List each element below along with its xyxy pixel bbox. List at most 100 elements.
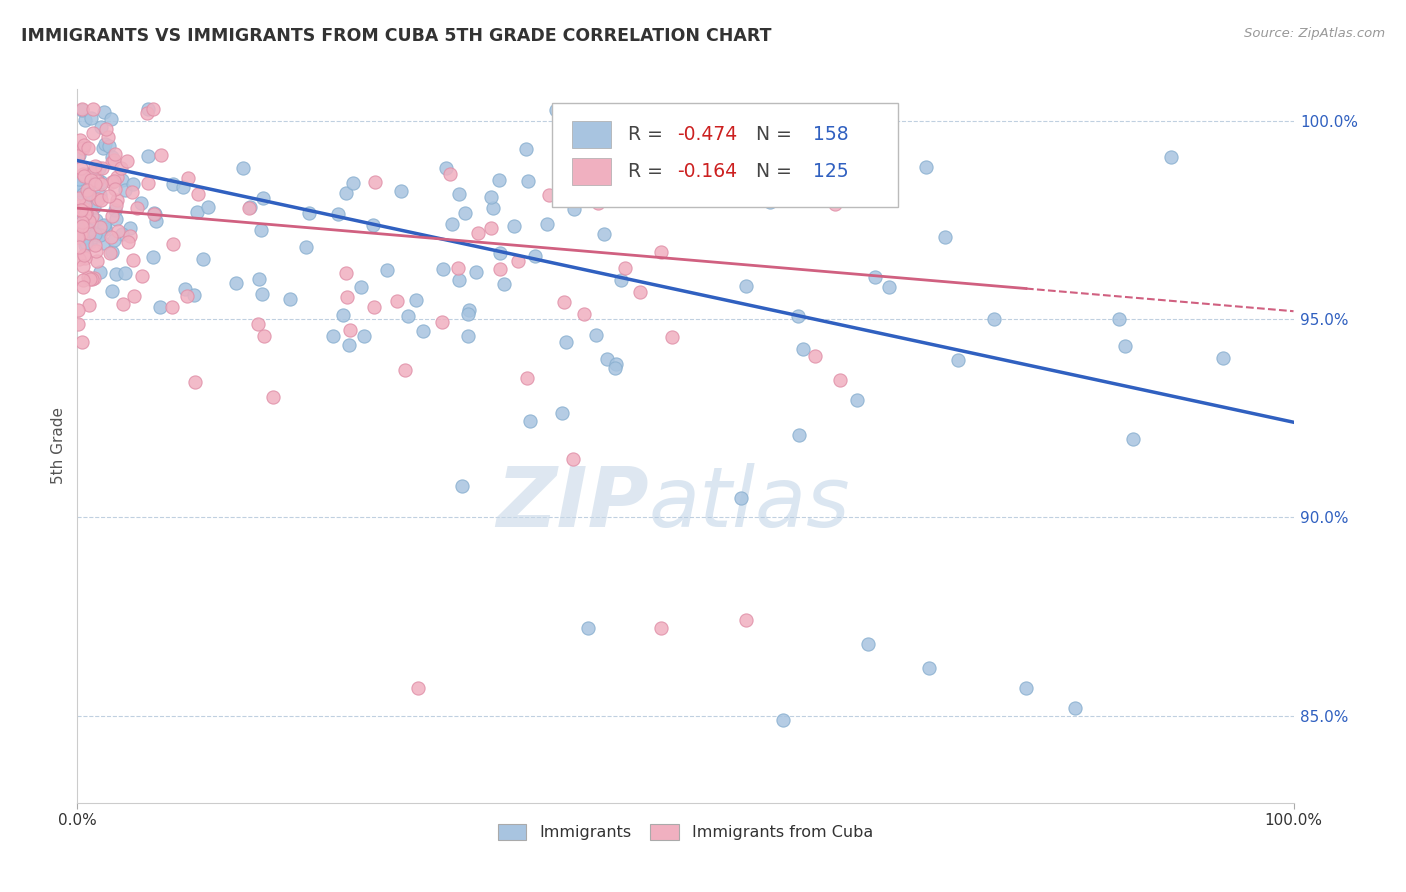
Point	[142, 102, 165, 116]
Point	[75, 112, 97, 127]
Point	[83, 172, 105, 186]
Point	[98, 245, 121, 260]
Point	[101, 150, 124, 164]
Point	[553, 295, 575, 310]
Point	[730, 491, 752, 505]
Point	[797, 171, 820, 186]
Point	[107, 224, 129, 238]
Point	[661, 330, 683, 344]
Point	[90, 161, 112, 175]
Point	[105, 193, 128, 207]
Point	[253, 329, 276, 343]
Point	[454, 205, 477, 219]
Point	[434, 161, 457, 176]
Point	[91, 141, 114, 155]
Point	[83, 237, 105, 252]
Point	[735, 278, 758, 293]
Point	[83, 159, 105, 173]
Point	[143, 206, 166, 220]
Point	[877, 280, 900, 294]
Point	[934, 229, 956, 244]
Point	[326, 207, 349, 221]
Point	[90, 176, 112, 190]
Point	[1160, 150, 1182, 164]
Point	[100, 112, 122, 126]
Point	[457, 302, 479, 317]
Point	[67, 240, 90, 254]
Point	[104, 147, 127, 161]
Point	[97, 139, 120, 153]
Point	[89, 219, 111, 234]
Point	[1063, 700, 1085, 714]
Point	[983, 312, 1005, 326]
Point	[457, 307, 479, 321]
Point	[103, 233, 125, 247]
Text: -0.474: -0.474	[676, 125, 737, 144]
Point	[73, 169, 96, 184]
Point	[122, 252, 145, 267]
Point	[173, 282, 195, 296]
Point	[697, 161, 720, 176]
Point	[440, 218, 463, 232]
Point	[336, 290, 359, 304]
Point	[82, 126, 104, 140]
Point	[72, 187, 94, 202]
Text: 158: 158	[813, 125, 849, 144]
Point	[562, 202, 585, 216]
Point	[104, 267, 127, 281]
Point	[298, 205, 321, 219]
Point	[332, 308, 354, 322]
Text: R =: R =	[628, 125, 669, 144]
Point	[77, 226, 100, 240]
Point	[494, 277, 516, 291]
Point	[1015, 681, 1038, 695]
Point	[97, 130, 120, 145]
Point	[544, 103, 567, 117]
Point	[67, 190, 90, 204]
Point	[515, 142, 537, 156]
Point	[193, 252, 215, 266]
Point	[101, 245, 124, 260]
Point	[103, 153, 125, 167]
Point	[1114, 339, 1136, 353]
Point	[786, 309, 808, 323]
Point	[124, 288, 146, 302]
Point	[82, 271, 104, 285]
Point	[131, 268, 153, 283]
Point	[66, 149, 89, 163]
Point	[67, 252, 90, 267]
Point	[73, 138, 96, 153]
Point	[72, 141, 94, 155]
Point	[278, 292, 301, 306]
Point	[603, 360, 626, 375]
Text: atlas: atlas	[650, 463, 851, 543]
Point	[572, 306, 595, 320]
Point	[69, 172, 91, 186]
Point	[73, 202, 96, 217]
Point	[104, 203, 127, 218]
Text: Source: ZipAtlas.com: Source: ZipAtlas.com	[1244, 27, 1385, 40]
Point	[183, 287, 205, 301]
Text: IMMIGRANTS VS IMMIGRANTS FROM CUBA 5TH GRADE CORRELATION CHART: IMMIGRANTS VS IMMIGRANTS FROM CUBA 5TH G…	[21, 27, 772, 45]
Point	[519, 413, 541, 427]
Point	[67, 210, 90, 224]
Point	[82, 102, 104, 116]
Point	[239, 200, 262, 214]
Point	[118, 229, 141, 244]
Text: N =: N =	[744, 161, 797, 181]
Point	[73, 207, 96, 221]
Point	[105, 211, 128, 226]
Point	[335, 186, 357, 201]
Point	[93, 219, 115, 234]
Point	[80, 111, 103, 125]
Point	[523, 248, 546, 262]
Point	[76, 187, 98, 202]
Point	[136, 105, 159, 120]
Point	[70, 227, 93, 241]
Point	[772, 713, 794, 727]
Point	[82, 191, 104, 205]
Point	[84, 227, 107, 241]
Point	[89, 188, 111, 202]
Point	[337, 338, 360, 352]
Point	[252, 191, 274, 205]
